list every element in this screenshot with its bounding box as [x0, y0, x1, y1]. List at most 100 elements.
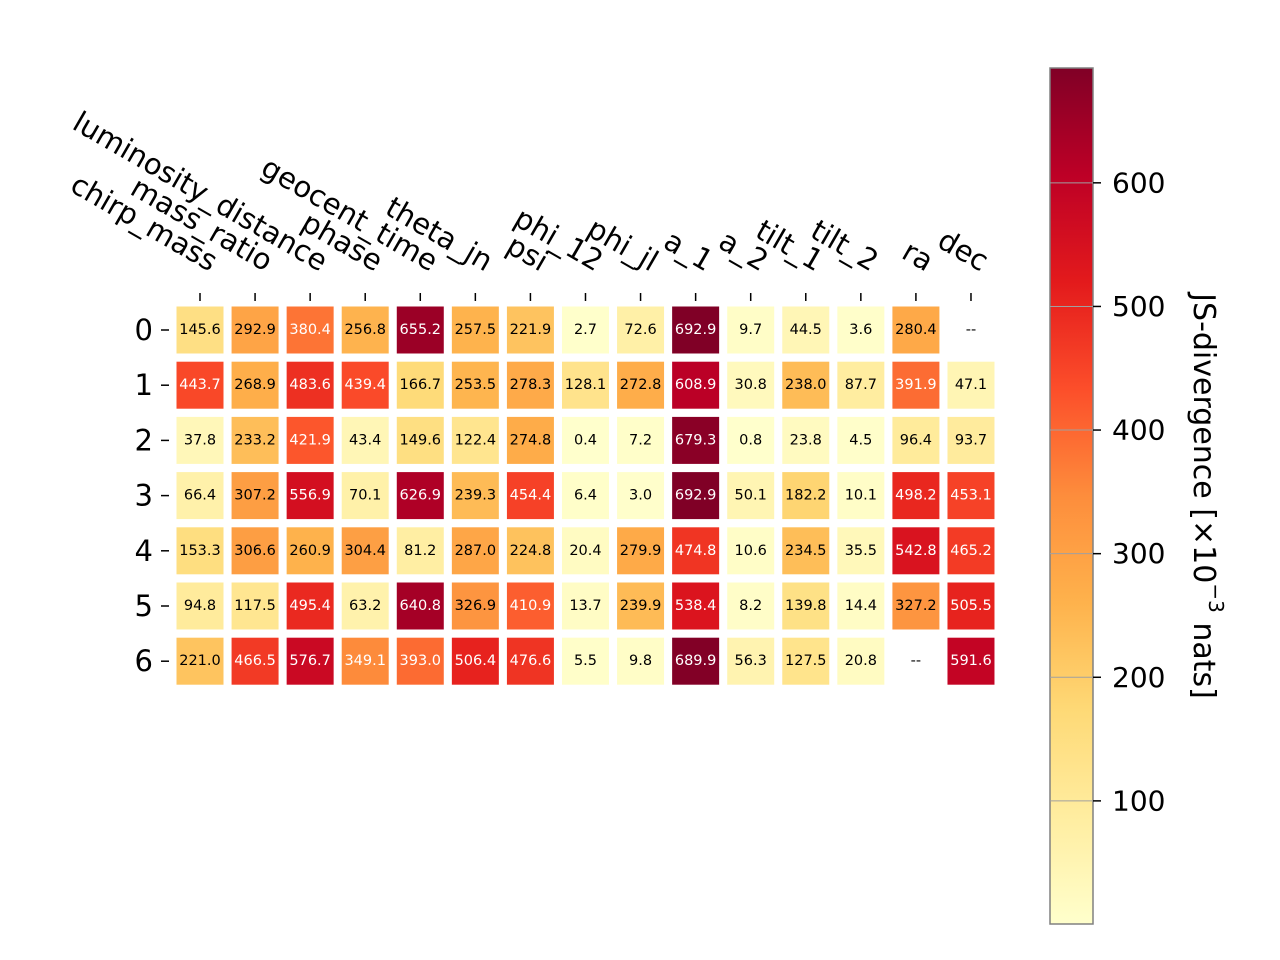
heatmap-cell: [176, 306, 224, 354]
cell-value-label: 506.4: [455, 653, 497, 669]
cell-value-label: 30.8: [735, 377, 767, 393]
heatmap-cell: [782, 582, 830, 630]
cell-value-label: 626.9: [400, 488, 442, 504]
heatmap-cell: [672, 637, 720, 685]
cell-value-label: 257.5: [455, 322, 497, 338]
cell-value-label: 20.4: [569, 543, 601, 559]
cell-value-label: 591.6: [950, 653, 992, 669]
heatmap-cell: [837, 472, 885, 520]
heatmap-cell: [231, 582, 279, 630]
heatmap-cell: [672, 361, 720, 409]
heatmap-cell: [341, 527, 389, 575]
heatmap-cell: [506, 527, 554, 575]
cell-value-label: 410.9: [510, 598, 552, 614]
cell-value-label: 692.9: [675, 488, 717, 504]
cell-value-label: 393.0: [400, 653, 442, 669]
cell-value-label: 476.6: [510, 653, 552, 669]
cell-value-label: 35.5: [845, 543, 877, 559]
colorbar-gradient: [1049, 67, 1094, 925]
cell-value-label: 306.6: [234, 543, 276, 559]
heatmap-cell: [231, 416, 279, 464]
cell-missing-label: --: [966, 322, 976, 338]
column-ticks: [199, 293, 972, 301]
cell-value-label: 556.9: [289, 488, 331, 504]
heatmap-cell: [396, 361, 444, 409]
cell-value-label: 94.8: [184, 598, 216, 614]
heatmap-cell: [617, 637, 665, 685]
cell-value-label: 576.7: [289, 653, 331, 669]
row-label: 0: [135, 313, 153, 347]
cell-value-label: 453.1: [950, 488, 992, 504]
row-label: 1: [135, 368, 153, 402]
heatmap-cell: [672, 306, 720, 354]
cell-value-label: 474.8: [675, 543, 717, 559]
cell-value-label: 349.1: [344, 653, 386, 669]
cell-value-label: 256.8: [344, 322, 386, 338]
cell-value-label: 23.8: [790, 432, 822, 448]
heatmap-cell: [506, 306, 554, 354]
heatmap-cell: [672, 416, 720, 464]
heatmap-cell: [837, 582, 885, 630]
cell-value-label: 3.6: [849, 322, 872, 338]
cell-value-label: 498.2: [895, 488, 937, 504]
cell-value-label: 56.3: [735, 653, 767, 669]
cell-value-label: 304.4: [344, 543, 386, 559]
cell-value-label: 43.4: [349, 432, 381, 448]
cell-value-label: 10.1: [845, 488, 877, 504]
heatmap-cell: [451, 582, 499, 630]
cell-value-label: 466.5: [234, 653, 276, 669]
cell-value-label: 443.7: [179, 377, 221, 393]
heatmap-cell: [947, 472, 995, 520]
heatmap-cell: [286, 472, 334, 520]
cell-value-label: 278.3: [510, 377, 552, 393]
heatmap-cell: [396, 472, 444, 520]
heatmap-cell: [782, 472, 830, 520]
heatmap-cell: [782, 416, 830, 464]
heatmap-cell: [727, 527, 775, 575]
cell-value-label: 380.4: [289, 322, 331, 338]
cell-value-label: 221.0: [179, 653, 221, 669]
heatmap-cell: [341, 582, 389, 630]
heatmap-cell: [672, 527, 720, 575]
heatmap-cell: [176, 416, 224, 464]
cell-value-label: 483.6: [289, 377, 331, 393]
heatmap-cell: [617, 472, 665, 520]
cell-value-label: 640.8: [400, 598, 442, 614]
heatmap-cell: [286, 416, 334, 464]
heatmap-cell: [947, 361, 995, 409]
cell-value-label: 127.5: [785, 653, 827, 669]
heatmap-cell: [617, 582, 665, 630]
cell-value-label: 13.7: [569, 598, 601, 614]
cell-value-label: 0.8: [739, 432, 762, 448]
heatmap-cell: [837, 416, 885, 464]
heatmap-cell: [286, 637, 334, 685]
cell-value-label: 182.2: [785, 488, 827, 504]
cell-value-label: 287.0: [455, 543, 497, 559]
cell-value-label: 128.1: [565, 377, 607, 393]
heatmap-cell: [506, 361, 554, 409]
heatmap-cell: [341, 637, 389, 685]
cell-value-label: 465.2: [950, 543, 992, 559]
heatmap-cell: [782, 306, 830, 354]
cell-value-label: 70.1: [349, 488, 381, 504]
cell-value-label: 221.9: [510, 322, 552, 338]
heatmap-cell: [451, 472, 499, 520]
colorbar-tick-label: 200: [1112, 661, 1165, 694]
cell-value-label: 6.4: [574, 488, 597, 504]
cell-value-label: 239.3: [455, 488, 497, 504]
heatmap-cell: [341, 472, 389, 520]
heatmap-cell: [947, 416, 995, 464]
cell-value-label: 234.5: [785, 543, 827, 559]
cell-value-label: 260.9: [289, 543, 331, 559]
cell-value-label: 47.1: [955, 377, 987, 393]
heatmap-cell: [561, 472, 609, 520]
heatmap-cell: [396, 306, 444, 354]
cell-value-label: 7.2: [629, 432, 652, 448]
heatmap-cell: [451, 306, 499, 354]
cell-value-label: 239.9: [620, 598, 662, 614]
cell-value-label: 63.2: [349, 598, 381, 614]
cell-value-label: 542.8: [895, 543, 937, 559]
cell-value-label: 538.4: [675, 598, 717, 614]
heatmap-cell: [561, 527, 609, 575]
cell-value-label: 122.4: [455, 432, 497, 448]
